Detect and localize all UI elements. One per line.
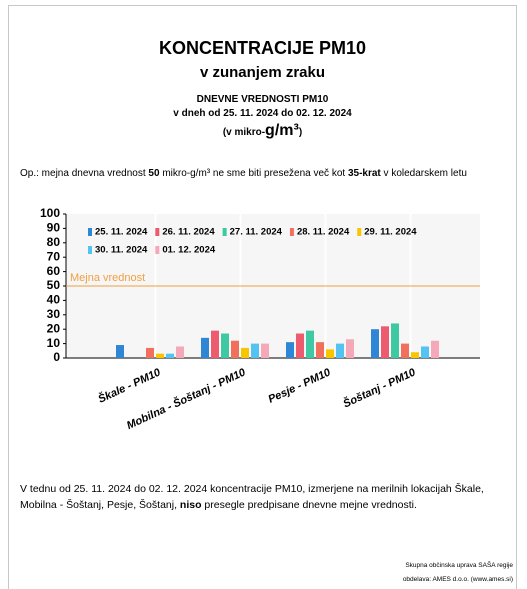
title: KONCENTRACIJE PM10: [158, 38, 367, 58]
footer: Skupna občinska uprava SAŠA regije obdela…: [403, 559, 513, 587]
period: v dneh od 25. 11. 2024 do 02. 12. 2024: [173, 108, 352, 119]
bar: [116, 345, 124, 358]
legend-label: 01. 12. 2024: [162, 245, 216, 256]
bar: [241, 347, 249, 358]
y-tick-label: 80: [47, 235, 61, 249]
bar: [176, 346, 184, 358]
bar: [316, 342, 324, 358]
units-text: (v mikro-: [222, 127, 266, 138]
note-text: 50: [148, 168, 160, 179]
note: Op.: mejna dnevna vrednost 50 mikro-g/m³…: [20, 168, 467, 179]
y-tick-label: 0: [53, 350, 60, 364]
legend-label: 26. 11. 2024: [162, 227, 215, 238]
y-tick-label: 20: [47, 321, 61, 335]
bar: [421, 346, 429, 358]
bar: [221, 333, 229, 358]
footer-line: Skupna občinska uprava SAŠA regije: [405, 562, 513, 569]
legend-swatch: [357, 228, 362, 236]
bar: [346, 339, 354, 358]
y-tick-label: 30: [47, 307, 61, 321]
bar: [401, 343, 409, 358]
heading: DNEVNE VREDNOSTI PM10: [196, 94, 329, 105]
bar: [296, 333, 304, 358]
legend-swatch: [155, 228, 160, 236]
legend-label: 28. 11. 2024: [297, 227, 350, 238]
bar: [231, 340, 239, 358]
x-tick-label: Škale - PM10: [96, 365, 163, 406]
y-tick-label: 70: [47, 249, 61, 263]
y-tick-label: 40: [47, 293, 61, 307]
note-text: Op.: mejna dnevna vrednost: [20, 168, 149, 179]
y-tick-label: 100: [40, 206, 60, 220]
bar: [381, 326, 389, 358]
bar: [166, 353, 174, 358]
legend-swatch: [155, 246, 160, 254]
x-tick-label: Pesje - PM10: [266, 366, 333, 406]
summary-text: presegle predpisane dnevne mejne vrednos…: [201, 499, 417, 511]
units: (v mikro-g/m³): [8, 122, 517, 140]
legend-label: 30. 11. 2024: [95, 245, 148, 256]
bar: [371, 329, 379, 358]
subtitle: v zunanjem zraku: [199, 64, 326, 81]
bar: [286, 342, 294, 358]
legend-label: 29. 11. 2024: [364, 227, 417, 238]
bar: [411, 352, 419, 358]
note-text: mikro-g/m³ ne sme biti presežena več kot: [159, 168, 348, 179]
units-text: g/m³: [265, 122, 299, 139]
bar: [336, 343, 344, 358]
bar: [156, 353, 164, 358]
y-tick-label: 60: [47, 264, 61, 278]
units-text: ): [298, 127, 303, 138]
legend-label: 27. 11. 2024: [230, 227, 283, 238]
bar: [306, 330, 314, 358]
footer-line: obdelava: AMES d.o.o. (www.ames.si): [402, 576, 513, 583]
page-frame: [8, 5, 517, 589]
bar: [261, 343, 269, 358]
bar: [431, 340, 439, 358]
note-text: 35-krat: [347, 168, 381, 179]
bar: [326, 349, 334, 358]
summary: V tednu od 25. 11. 2024 do 02. 12. 2024 …: [20, 481, 510, 513]
note-text: v koledarskem letu: [380, 168, 467, 179]
bar: [251, 343, 259, 358]
y-tick-label: 50: [47, 278, 61, 292]
y-tick-label: 10: [47, 336, 61, 350]
x-tick-label: Šoštanj - PM10: [341, 365, 418, 410]
bar: [201, 337, 209, 358]
bar: [146, 347, 154, 358]
summary-text: niso: [179, 499, 202, 511]
legend-swatch: [289, 228, 294, 236]
legend-swatch: [88, 228, 92, 236]
legend-swatch: [222, 228, 227, 236]
legend-swatch: [88, 246, 92, 254]
limit-label: Mejna vrednost: [70, 272, 145, 284]
summary-text: V tednu od 25. 11. 2024 do 02. 12. 2024 …: [20, 483, 484, 511]
bar: [211, 330, 219, 358]
y-tick-label: 90: [47, 221, 61, 235]
legend-label: 25. 11. 2024: [95, 227, 148, 238]
bar: [391, 323, 399, 358]
